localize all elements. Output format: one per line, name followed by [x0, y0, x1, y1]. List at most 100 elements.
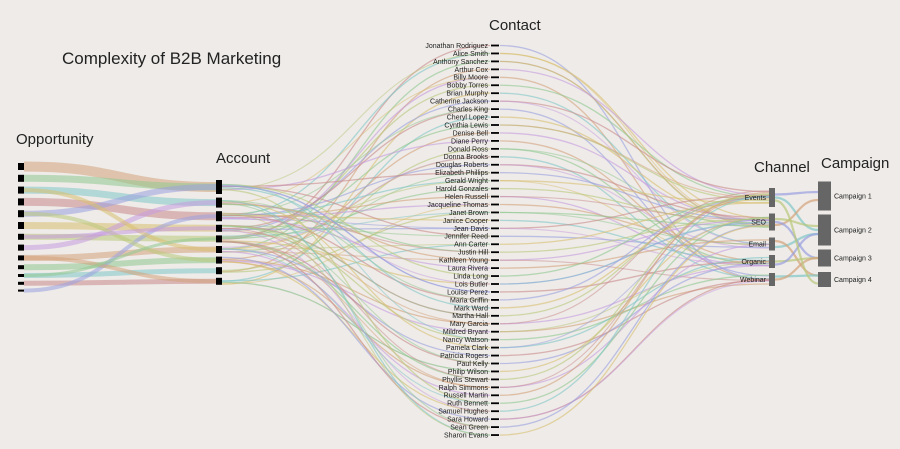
contact-label: Mary Garcia [450, 321, 488, 328]
contact-label: Brian Murphy [446, 91, 488, 98]
contact-channel-link [499, 224, 770, 428]
campaign-node [818, 272, 831, 287]
links-layer [23, 44, 819, 436]
contact-channel-link [499, 259, 770, 282]
contact-channel-link [499, 164, 770, 249]
contact-label: Harold Gonzales [436, 186, 489, 193]
opportunity-node [18, 163, 24, 170]
contact-node [491, 362, 499, 365]
account-contact-link [221, 200, 491, 301]
contact-channel-link [499, 180, 770, 264]
contact-node [491, 378, 499, 381]
account-node [216, 197, 222, 208]
contact-label: Patricia Rogers [440, 353, 488, 360]
contact-node [491, 314, 499, 317]
contact-channel-link [499, 100, 770, 246]
opportunity-account-link [23, 197, 217, 221]
contact-channel-link [499, 194, 770, 317]
contact-node [491, 147, 499, 150]
account-contact-link [221, 225, 491, 237]
contact-label: Donna Brooks [444, 154, 489, 161]
contact-label: Catherine Jackson [430, 99, 488, 106]
account-contact-link [221, 183, 491, 277]
contact-node [491, 402, 499, 405]
contact-node [491, 386, 499, 389]
contact-label: Elizabeth Phillips [435, 170, 488, 177]
contact-channel-link [499, 224, 770, 436]
account-contact-link [221, 203, 491, 428]
account-contact-link [221, 68, 491, 273]
account-contact-link [221, 183, 491, 341]
account-node [216, 277, 222, 285]
contact-node [491, 418, 499, 421]
account-contact-link [221, 52, 491, 217]
account-contact-link [221, 92, 491, 285]
chart-title: Complexity of B2B Marketing [62, 49, 282, 68]
contact-node [491, 275, 499, 277]
account-contact-link [221, 281, 491, 372]
contact-channel-link [499, 216, 770, 404]
account-contact-link [221, 230, 491, 412]
channel-node [769, 273, 775, 286]
contact-label: Donald Ross [448, 146, 489, 153]
account-contact-link [221, 240, 491, 365]
contact-node [491, 227, 499, 230]
opportunity-node [18, 186, 24, 194]
channel-campaign-link [774, 274, 819, 278]
contact-channel-link [499, 211, 770, 245]
contact-label: Jonathan Rodriguez [425, 43, 488, 50]
account-contact-link [221, 212, 491, 436]
contact-column-header: Contact [489, 17, 541, 34]
channel-column-header: Channel [754, 159, 810, 176]
contact-label: Justin Hill [458, 250, 488, 257]
account-node [216, 211, 222, 222]
account-node [216, 256, 222, 264]
contact-node [491, 100, 499, 103]
contact-label: Sara Howard [447, 417, 488, 424]
contact-node [491, 354, 499, 357]
contact-node [491, 60, 499, 63]
account-contact-link [221, 185, 491, 293]
opportunity-account-link [23, 184, 217, 217]
account-contact-link [221, 225, 491, 341]
contact-channel-link [499, 227, 770, 266]
opportunity-account-link [23, 255, 217, 284]
contact-node [491, 171, 499, 174]
account-contact-link [221, 241, 491, 428]
contact-channel-link [499, 194, 770, 388]
opportunity-node [18, 210, 24, 218]
contact-channel-link [499, 76, 770, 281]
contact-channel-link [499, 260, 770, 293]
contact-node [491, 52, 499, 55]
contact-label: Ralph Simmons [439, 385, 489, 392]
account-contact-link [221, 116, 491, 282]
account-contact-link [221, 180, 491, 231]
contact-label: Martha Hall [452, 313, 488, 320]
contact-node [491, 68, 499, 71]
contact-channel-link [499, 279, 770, 357]
contact-channel-link [499, 262, 770, 365]
contact-label: Lois Butler [455, 281, 489, 288]
contact-channel-link [499, 190, 770, 325]
contact-label: Anthony Sanchez [433, 59, 488, 66]
channel-campaign-link [774, 256, 819, 281]
opportunity-account-link [23, 237, 217, 277]
contact-channel-link [499, 274, 770, 341]
channel-node [769, 188, 775, 207]
contact-label: Cheryl Lopez [447, 114, 489, 121]
contact-node [491, 211, 499, 214]
account-contact-link [221, 243, 491, 250]
contact-node [491, 108, 499, 110]
opportunity-node [18, 198, 24, 206]
contact-node [491, 434, 499, 436]
account-contact-link [221, 202, 491, 285]
contact-label: Pamela Clark [446, 345, 489, 352]
opportunity-node [18, 289, 24, 292]
contact-node [491, 410, 499, 413]
opportunity-node [18, 222, 24, 229]
contact-label: Ruth Bennett [447, 401, 488, 408]
contact-label: Douglas Roberts [436, 162, 489, 169]
opportunity-account-link [23, 211, 217, 263]
account-node [216, 246, 222, 253]
